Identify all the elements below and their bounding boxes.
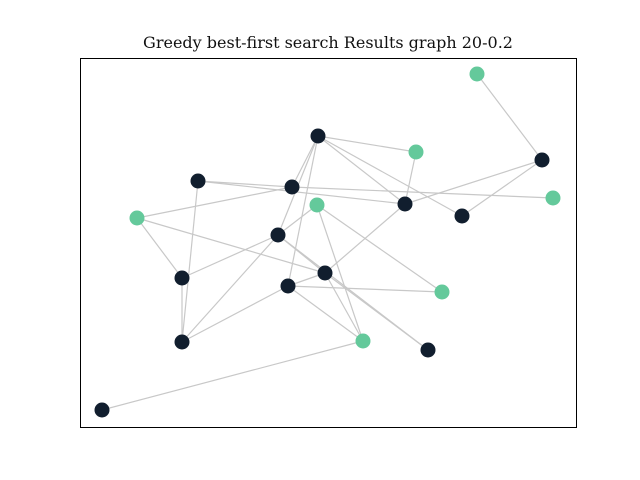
node-1-visited [174,334,190,350]
node-11-unvisited [309,197,325,213]
edge-6-8 [277,234,326,274]
edge-12-15 [291,186,554,199]
edge-0-2 [101,340,364,411]
edge-17-19 [476,73,543,161]
edge-5-12 [136,186,293,219]
node-5-unvisited [129,210,145,226]
edge-4-5 [136,217,183,279]
edge-5-8 [136,217,326,274]
edge-10-14 [197,180,406,205]
node-8-visited [317,265,333,281]
edge-6-11 [277,204,318,236]
edge-1-7 [181,285,289,343]
node-0-visited [94,402,110,418]
node-4-visited [174,270,190,286]
node-2-unvisited [355,333,371,349]
node-6-visited [270,227,286,243]
node-13-visited [310,128,326,144]
edges-layer [101,73,554,411]
nodes-layer [94,66,561,418]
node-9-unvisited [434,284,450,300]
edge-1-6 [181,234,279,343]
edge-14-17 [404,159,543,205]
node-7-visited [280,278,296,294]
edge-16-17 [461,159,543,217]
edge-7-9 [287,285,443,293]
edge-3-8 [324,272,429,351]
edge-4-6 [181,234,279,279]
edge-13-18 [317,135,417,153]
node-12-visited [284,179,300,195]
node-19-unvisited [469,66,485,82]
node-14-visited [397,196,413,212]
edge-10-12 [197,180,293,188]
node-17-visited [534,152,550,168]
figure-title: Greedy best-first search Results graph 2… [143,33,513,52]
edge-13-14 [317,135,406,205]
edge-2-8 [324,272,364,342]
edge-12-13 [291,135,319,188]
edge-2-11 [316,204,364,342]
edge-7-13 [287,135,319,287]
edge-9-11 [316,204,443,293]
edge-1-10 [181,180,199,343]
node-16-visited [454,208,470,224]
node-3-visited [420,342,436,358]
edge-14-18 [404,151,417,205]
node-10-visited [190,173,206,189]
plot-area [80,58,577,428]
edge-2-7 [287,285,364,342]
edge-13-16 [317,135,463,217]
node-15-unvisited [545,190,561,206]
node-18-unvisited [408,144,424,160]
